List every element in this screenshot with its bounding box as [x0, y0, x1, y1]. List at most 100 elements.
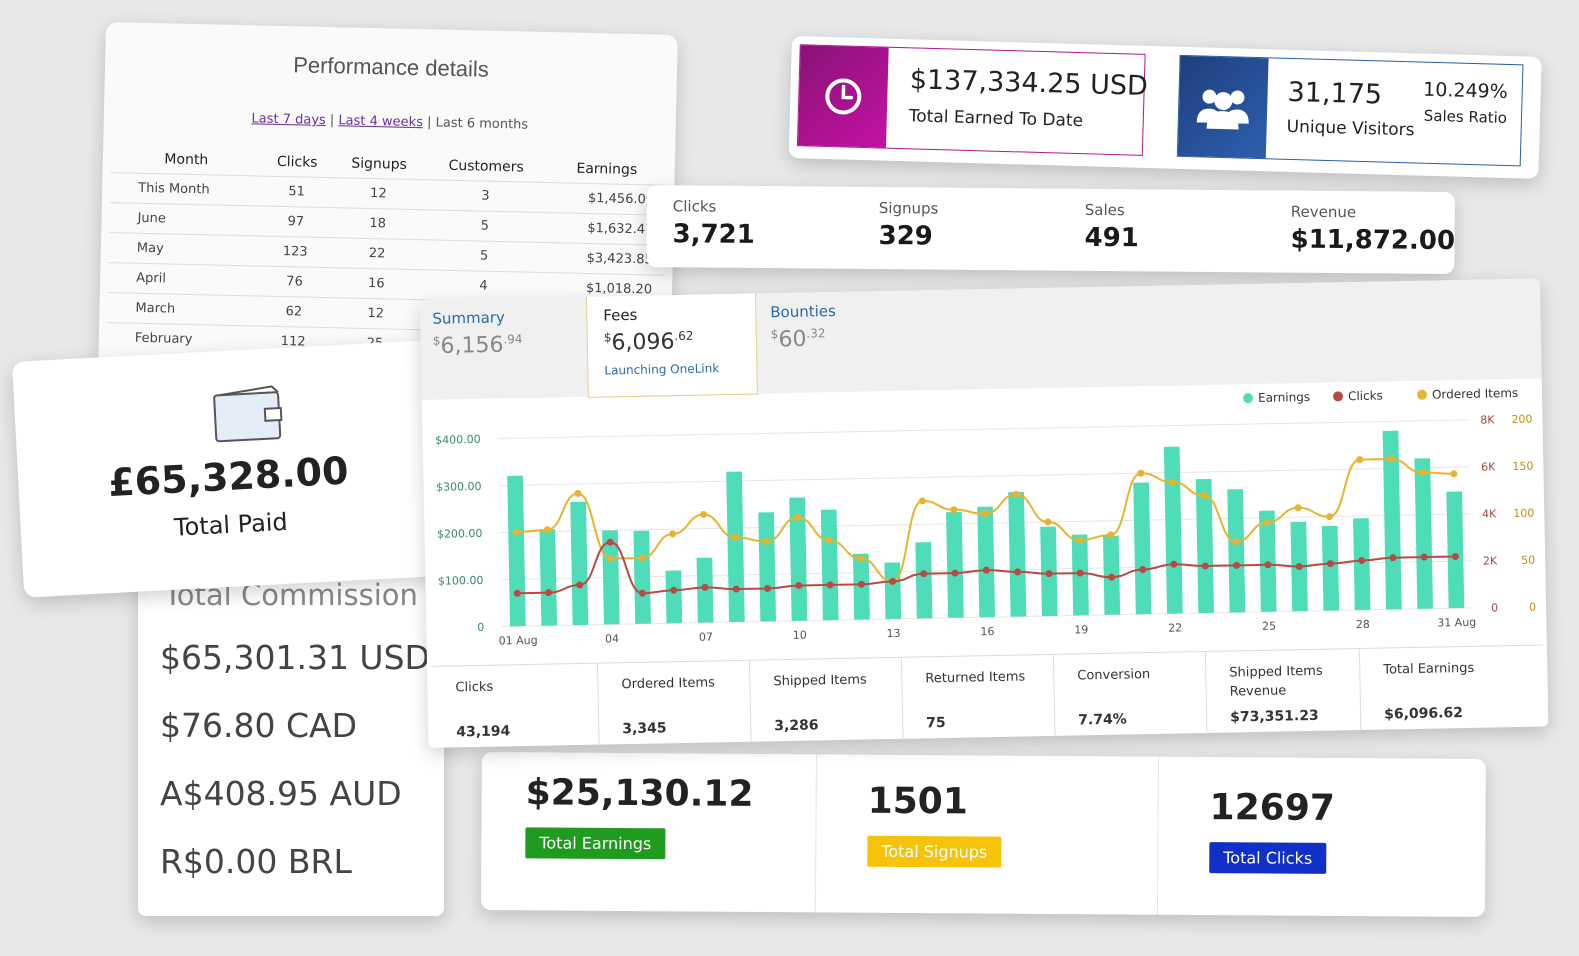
clicks-point	[1358, 557, 1366, 565]
earnings-banner: $137,334.25 USD Total Earned To Date 31,…	[788, 36, 1542, 179]
tab-bounties[interactable]: Bounties $60.32	[770, 302, 837, 353]
earnings-bar	[1227, 489, 1246, 613]
ordered-items-point	[1419, 468, 1427, 476]
earnings-bar	[539, 529, 558, 626]
table-cell: 123	[259, 236, 332, 268]
tab-summary[interactable]: Summary $6,156.94	[432, 308, 523, 359]
clicks-point	[1139, 566, 1147, 574]
clicks-point	[1045, 570, 1053, 578]
range-last-7-days[interactable]: Last 7 days	[251, 111, 326, 129]
table-cell: This Month	[109, 172, 262, 207]
table-cell: 5	[423, 209, 546, 243]
tab-amount: $6,096.62	[604, 328, 719, 356]
table-cell: 18	[331, 207, 425, 240]
clicks-point	[1264, 561, 1272, 569]
commission-usd: $65,301.31 USD	[160, 638, 430, 677]
total-earned-label: Total Earned To Date	[908, 106, 1084, 132]
divider	[1156, 756, 1159, 915]
ordered-items-point	[918, 497, 926, 505]
stat-value: 329	[878, 221, 933, 252]
earnings-bar	[1382, 430, 1402, 610]
ordered-items-point	[1044, 518, 1052, 526]
gridline	[499, 466, 1470, 487]
col-earnings: Earnings	[576, 160, 638, 179]
stat-label: Sales	[1084, 200, 1125, 220]
amount-cents: .32	[806, 326, 826, 341]
unique-visitors-box: 31,175 Unique Visitors 10.249% Sales Rat…	[1176, 54, 1524, 167]
earnings-bar	[633, 530, 651, 624]
ordered-items-point	[794, 513, 802, 521]
tab-label: Fees	[603, 305, 638, 325]
x-tick-label: 28	[1356, 618, 1370, 631]
y-right-clicks-tick-label: 0	[1491, 601, 1498, 614]
metric-value: 3,345	[622, 720, 667, 738]
legend-marker	[1417, 389, 1428, 400]
y-left-tick-label: $200.00	[437, 527, 483, 541]
earnings-bar	[1446, 491, 1465, 609]
clicks-point	[1076, 569, 1084, 577]
clock-icon	[797, 45, 889, 148]
total-paid-amount: £65,328.00	[107, 448, 350, 506]
total-paid-card: £65,328.00 Total Paid	[12, 340, 444, 598]
ordered-items-point	[574, 489, 582, 497]
total-earnings-block: $25,130.12 Total Earnings	[525, 772, 754, 932]
clicks-point	[638, 589, 646, 597]
earnings-bar	[884, 562, 902, 620]
earnings-bar	[1195, 478, 1215, 614]
ordered-items-point	[512, 528, 520, 536]
earnings-bar	[789, 497, 808, 621]
earnings-bar	[977, 506, 996, 618]
earnings-bar	[1414, 458, 1433, 609]
total-commission-card: Total Commission $65,301.31 USD $76.80 C…	[138, 560, 444, 916]
y-left-tick-label: $100.00	[438, 574, 484, 588]
earnings-bar	[726, 471, 745, 623]
clicks-point	[701, 583, 709, 591]
earnings-bar	[946, 511, 964, 618]
range-last-4-weeks[interactable]: Last 4 weeks	[338, 113, 424, 131]
earnings-bar	[507, 475, 526, 627]
metric-label: Returned Items	[925, 669, 1026, 687]
table-cell: 62	[258, 296, 330, 328]
clicks-point	[1233, 561, 1241, 569]
y-right-ordered-tick-label: 150	[1512, 460, 1533, 473]
y-right-ordered-tick-label: 0	[1529, 601, 1536, 614]
tab-amount: $60.32	[771, 326, 837, 353]
table-cell: March	[107, 292, 259, 327]
total-signups-value: 1501	[867, 780, 969, 823]
metric-clicks: Clicks 43,194	[431, 663, 600, 749]
clicks-point	[1420, 553, 1428, 561]
range-last-6-months[interactable]: Last 6 months	[435, 115, 529, 133]
table-cell: April	[107, 262, 260, 297]
tab-fees[interactable]: Fees $6,096.62 Launching OneLink	[585, 293, 758, 398]
table-cell: 97	[260, 206, 332, 238]
table-cell: 3	[424, 179, 547, 213]
metric-conversion: Conversion 7.74%	[1052, 651, 1208, 737]
visitors-label: Unique Visitors	[1286, 116, 1415, 141]
y-right-clicks-tick-label: 6K	[1481, 460, 1496, 473]
ordered-items-point	[857, 554, 865, 562]
ordered-items-point	[1326, 513, 1334, 521]
clicks-point	[1389, 554, 1397, 562]
ordered-items-point	[763, 537, 771, 545]
earnings-bar	[665, 570, 683, 624]
y-right-ordered-tick-label: 100	[1513, 507, 1534, 520]
stat-value: $11,872.00	[1290, 224, 1456, 257]
launching-onelink-link[interactable]: Launching OneLink	[604, 361, 720, 378]
legend-label: Ordered Items	[1432, 386, 1518, 402]
earnings-bar	[1008, 491, 1027, 617]
sales-ratio-label: Sales Ratio	[1423, 106, 1508, 127]
range-selector: Last 7 days | Last 4 weeks | Last 6 mont…	[251, 111, 529, 133]
clicks-point	[670, 586, 678, 594]
x-tick-label: 13	[886, 627, 900, 640]
metric-value: 43,194	[456, 723, 511, 741]
ordered-items-point	[1076, 536, 1084, 544]
total-earnings-value: $25,130.12	[525, 772, 754, 815]
clicks-point	[857, 580, 865, 588]
ordered-items-point	[1450, 470, 1458, 478]
y-right-clicks-tick-label: 8K	[1480, 413, 1495, 426]
x-tick-label: 31 Aug	[1437, 616, 1476, 630]
clicks-point	[545, 589, 553, 597]
table-cell: 12	[328, 297, 423, 330]
clicks-point	[576, 581, 584, 589]
clicks-point	[732, 585, 740, 593]
